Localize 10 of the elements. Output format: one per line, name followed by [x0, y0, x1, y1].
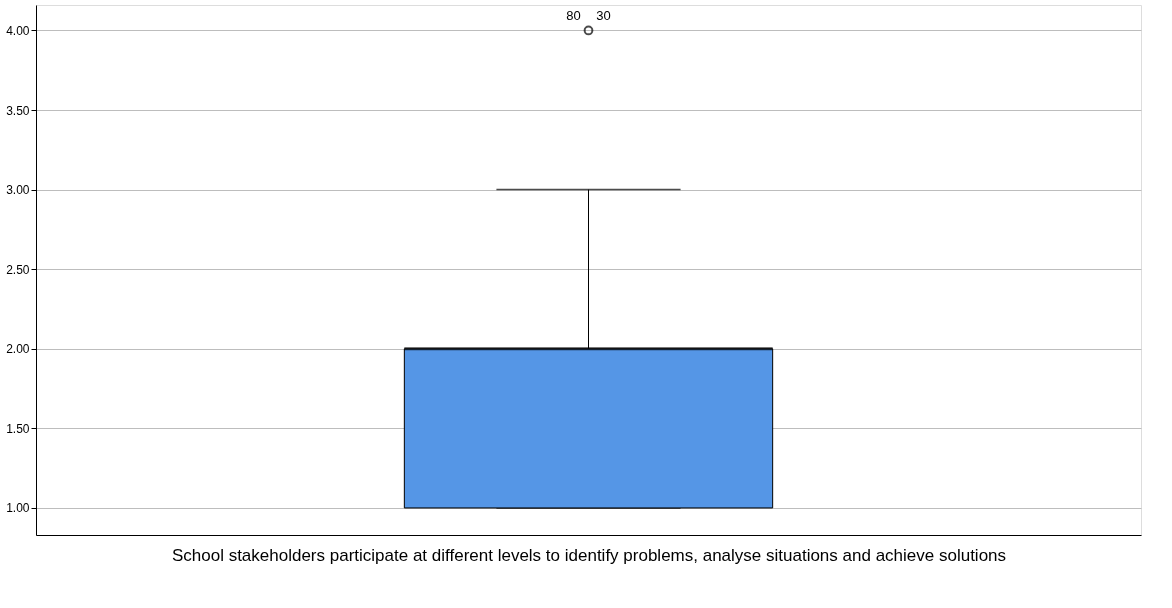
y-tick-label: 2.50: [6, 262, 30, 277]
y-tick-label: 1.00: [6, 501, 30, 516]
y-tick-label: 4.00: [6, 23, 30, 38]
y-tick-label: 3.00: [6, 183, 30, 198]
annotation: 80: [566, 8, 581, 24]
x-axis-title: School stakeholders participate at different levels to identify problems, analyse situations and achieve solutions: [171, 545, 1007, 565]
y-tick-label: 1.50: [6, 421, 30, 436]
annotation: 30: [596, 8, 611, 24]
y-tick-label: 3.50: [6, 103, 30, 118]
y-tick-label: 2.00: [6, 342, 30, 357]
